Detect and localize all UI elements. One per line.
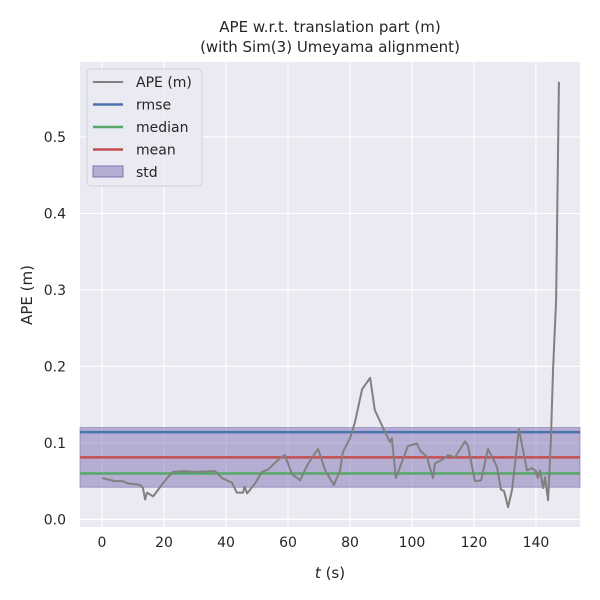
legend-label: mean [136,143,176,159]
legend-label: std [136,165,158,181]
x-tick-label: 0 [98,535,107,551]
y-tick-label: 0.0 [44,512,66,528]
chart-title: APE w.r.t. translation part (m) [219,18,440,36]
y-axis-label: APE (m) [18,265,36,325]
x-label-var: t [315,564,322,582]
x-tick-label: 80 [341,535,359,551]
x-label-unit: (s) [321,564,345,582]
y-tick-label: 0.5 [44,130,66,146]
x-tick-label: 20 [155,535,173,551]
x-tick-label: 40 [217,535,235,551]
chart-subtitle: (with Sim(3) Umeyama alignment) [200,38,460,56]
x-axis-label: t (s) [315,564,345,582]
y-tick-label: 0.3 [44,283,66,299]
x-tick-label: 140 [523,535,550,551]
legend-swatch-std [92,165,124,178]
legend: APE (m) rmse median mean std [86,68,203,187]
legend-label: APE (m) [136,75,192,91]
legend-box [86,68,203,187]
x-tick-label: 60 [279,535,297,551]
y-tick-label: 0.1 [44,436,66,452]
x-tick-label: 120 [461,535,488,551]
x-tick-label: 100 [399,535,426,551]
legend-label: median [136,120,188,136]
legend-label: rmse [136,98,171,114]
y-tick-label: 0.4 [44,206,66,222]
y-tick-label: 0.2 [44,359,66,375]
ape-series-line [101,81,560,509]
